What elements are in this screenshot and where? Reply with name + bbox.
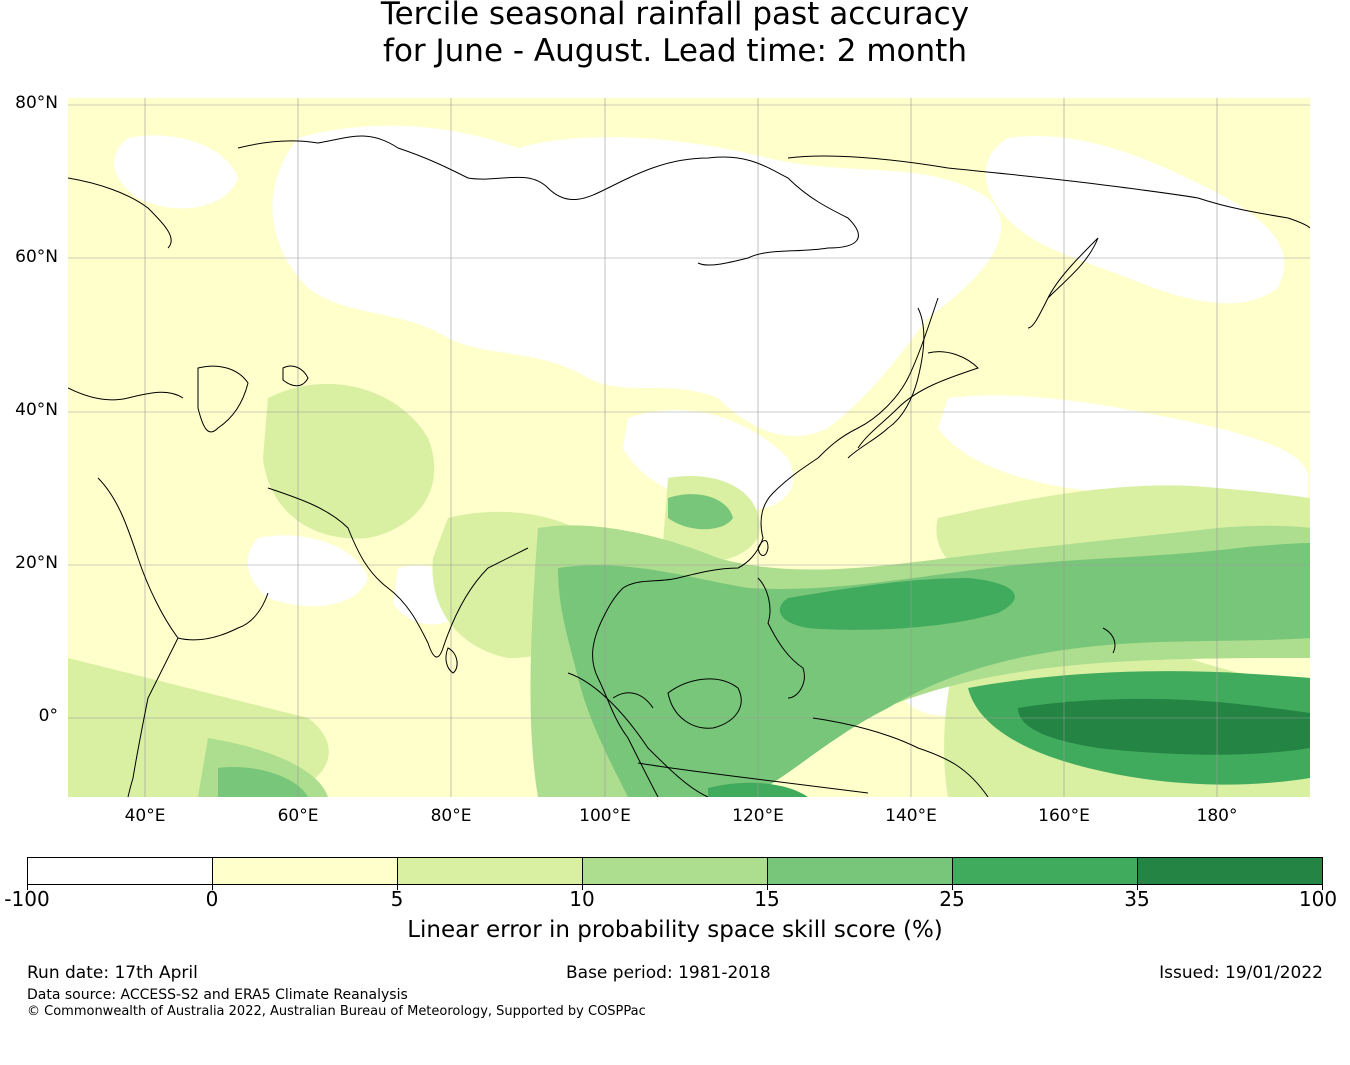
map-canvas bbox=[68, 98, 1310, 797]
colorbar-title: Linear error in probability space skill … bbox=[407, 917, 943, 943]
map-title-line-1: Tercile seasonal rainfall past accuracy bbox=[380, 0, 970, 32]
lon-label-80e: 80°E bbox=[430, 806, 472, 826]
colorbar-tick bbox=[952, 885, 953, 890]
issued-date: Issued: 19/01/2022 bbox=[1159, 963, 1323, 983]
lat-label-0: 0° bbox=[38, 706, 58, 726]
map-title: Tercile seasonal rainfall past accuracy … bbox=[0, 0, 1350, 70]
colorbar-segment-1 bbox=[28, 858, 213, 884]
colorbar-label-25: 25 bbox=[939, 887, 965, 911]
lon-label-120e: 120°E bbox=[732, 806, 784, 826]
colorbar-label-0: 0 bbox=[205, 887, 219, 911]
skill-field-25-35 bbox=[708, 578, 1310, 797]
colorbar-segment-4 bbox=[583, 858, 768, 884]
colorbar-tick bbox=[212, 885, 213, 890]
map-title-line-2: for June - August. Lead time: 2 month bbox=[383, 33, 967, 69]
skill-field-35-100 bbox=[1018, 698, 1310, 755]
colorbar-tick bbox=[767, 885, 768, 890]
skill-score-map[interactable] bbox=[68, 98, 1310, 797]
lon-label-60e: 60°E bbox=[277, 806, 319, 826]
colorbar-segment-6 bbox=[953, 858, 1138, 884]
skill-field-15-25 bbox=[218, 494, 1310, 797]
colorbar-tick bbox=[1137, 885, 1138, 890]
lon-label-40e: 40°E bbox=[124, 806, 166, 826]
lon-label-160e: 160°E bbox=[1038, 806, 1090, 826]
lat-label-80n: 80°N bbox=[15, 93, 58, 113]
coastlines bbox=[68, 135, 1310, 797]
colorbar-label-100: 100 bbox=[1298, 887, 1338, 911]
colorbar-label-15: 15 bbox=[754, 887, 780, 911]
colorbar-segment-7 bbox=[1138, 858, 1322, 884]
data-source: Data source: ACCESS-S2 and ERA5 Climate … bbox=[27, 987, 408, 1003]
graticule bbox=[68, 98, 1310, 797]
colorbar-tick bbox=[27, 885, 28, 890]
colorbar-tick bbox=[582, 885, 583, 890]
lon-label-100e: 100°E bbox=[579, 806, 631, 826]
lat-label-60n: 60°N bbox=[15, 247, 58, 267]
colorbar-segment-2 bbox=[213, 858, 398, 884]
colorbar-tick bbox=[397, 885, 398, 890]
colorbar-segment-3 bbox=[398, 858, 583, 884]
colorbar bbox=[27, 857, 1323, 885]
colorbar-label-minus100: -100 bbox=[4, 887, 50, 911]
lat-label-20n: 20°N bbox=[15, 553, 58, 573]
base-period: Base period: 1981-2018 bbox=[566, 963, 771, 983]
copyright: © Commonwealth of Australia 2022, Austra… bbox=[27, 1004, 646, 1019]
lon-label-180: 180° bbox=[1196, 806, 1238, 826]
lon-label-140e: 140°E bbox=[885, 806, 937, 826]
colorbar-segment-5 bbox=[768, 858, 953, 884]
colorbar-label-10: 10 bbox=[569, 887, 595, 911]
run-date: Run date: 17th April bbox=[27, 963, 198, 983]
lat-label-40n: 40°N bbox=[15, 400, 58, 420]
colorbar-label-35: 35 bbox=[1124, 887, 1150, 911]
colorbar-tick bbox=[1322, 885, 1323, 890]
colorbar-label-5: 5 bbox=[390, 887, 404, 911]
